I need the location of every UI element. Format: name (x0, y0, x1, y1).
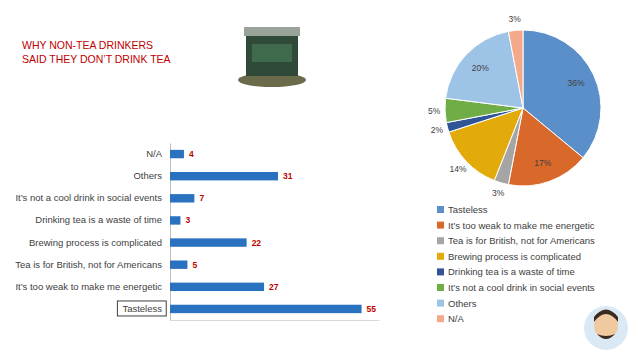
y-tick-label: Tea is for British, not for Americans (15, 259, 162, 270)
avatar-bg (584, 306, 628, 350)
legend-label: Tasteless (448, 204, 488, 215)
legend-swatch (437, 284, 444, 291)
tin-lid (244, 27, 300, 36)
legend-item: Tasteless (437, 204, 488, 215)
tin-body (246, 32, 298, 76)
y-tick: Tasteless (117, 301, 166, 316)
legend-item: N/A (437, 313, 465, 324)
y-tick-label: Tasteless (122, 303, 162, 314)
legend-label: Others (448, 298, 477, 309)
data-label: 5 (192, 260, 197, 270)
y-tick-label: N/A (146, 148, 163, 159)
data-label: 3 (185, 215, 190, 225)
legend-label: It’s not a cool drink in social events (448, 282, 595, 293)
legend-swatch (437, 268, 444, 275)
bar (170, 216, 180, 224)
data-label: 55 (367, 304, 377, 314)
y-tick: Tea is for British, not for Americans (15, 259, 162, 270)
pie-slice (508, 30, 523, 108)
pie-label: 17% (534, 158, 551, 168)
pie-label: 2% (431, 125, 444, 135)
legend-swatch (437, 315, 444, 322)
legend-swatch (437, 222, 444, 229)
pie-label: 14% (450, 164, 467, 174)
y-tick: Others (133, 170, 162, 181)
bars (170, 150, 362, 313)
y-tick: N/A (146, 148, 163, 159)
legend-label: It’s too weak to make me energetic (448, 220, 595, 231)
legend: Tasteless It’s too weak to make me energe… (437, 204, 595, 324)
title: WHY NON-TEA DRINKERS SAID THEY DON’T DRI… (22, 38, 172, 66)
canvas: N/A Others It’s not a cool drink in social… (0, 0, 638, 359)
avatar-image (584, 306, 628, 350)
y-axis-line (170, 144, 171, 321)
bar (170, 283, 264, 291)
pie-labels: 36% 17% 3% 14% 2% 5% 20% 3% (428, 14, 585, 198)
x-axis (171, 320, 380, 321)
y-tick: It’s too weak to make me energetic (15, 281, 162, 292)
legend-swatch (437, 206, 444, 213)
bar (170, 150, 184, 158)
bar (170, 194, 194, 202)
legend-item: Drinking tea is a waste of time (437, 266, 575, 277)
highlight-box (117, 301, 166, 316)
y-tick: Brewing process is complicated (29, 237, 162, 248)
pie-label: 3% (508, 14, 521, 24)
y-tick: It’s not a cool drink in social events (15, 192, 162, 203)
legend-item: Others (437, 298, 477, 309)
y-tick: Drinking tea is a waste of time (35, 214, 162, 225)
legend-label: N/A (448, 313, 465, 324)
tin-label (252, 44, 292, 62)
avatar-hair (594, 310, 618, 323)
data-label: 7 (199, 193, 204, 203)
tea-tin-image (238, 27, 306, 87)
data-label: 31 (283, 171, 293, 181)
legend-item: Tea is for British, not for Americans (437, 235, 595, 246)
avatar-beard (597, 334, 615, 339)
x-axis-line (171, 320, 380, 321)
legend-item: It’s too weak to make me energetic (437, 220, 595, 231)
data-label: 4 (189, 149, 194, 159)
data-label: 27 (269, 282, 279, 292)
y-axis: N/A Others It’s not a cool drink in social… (15, 144, 170, 321)
y-tick-label: Others (133, 170, 162, 181)
y-tick-label: It’s too weak to make me energetic (15, 281, 162, 292)
pie-label: 20% (472, 63, 489, 73)
legend-label: Tea is for British, not for Americans (448, 235, 595, 246)
legend-swatch (437, 300, 444, 307)
legend-swatch (437, 237, 444, 244)
bar (170, 172, 278, 180)
pie-label: 3% (492, 188, 505, 198)
pie-label: 5% (428, 106, 441, 116)
legend-label: Brewing process is complicated (448, 251, 581, 262)
data-labels: 4 31 7 3 22 5 27 55 (185, 149, 376, 314)
pie-label: 36% (567, 78, 584, 88)
bar (170, 238, 247, 246)
bar (170, 305, 362, 313)
y-tick-label: Drinking tea is a waste of time (35, 214, 162, 225)
y-tick-label: It’s not a cool drink in social events (15, 192, 162, 203)
legend-item: It’s not a cool drink in social events (437, 282, 595, 293)
data-label: 22 (252, 238, 262, 248)
bar (170, 260, 187, 268)
legend-swatch (437, 253, 444, 260)
legend-item: Brewing process is complicated (437, 251, 581, 262)
pie (445, 30, 601, 186)
y-tick-label: Brewing process is complicated (29, 237, 162, 248)
legend-label: Drinking tea is a waste of time (448, 266, 575, 277)
